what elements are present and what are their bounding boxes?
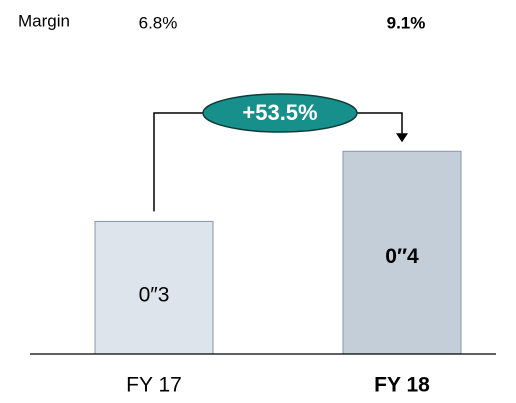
bar-value-label: 0″3: [139, 283, 170, 306]
margin-value: 9.1%: [387, 13, 426, 32]
margin-value: 6.8%: [139, 13, 178, 32]
growth-badge: [202, 93, 358, 133]
bar: [342, 150, 462, 355]
margin-label: Margin: [18, 11, 70, 30]
bar-value-label: 0″4: [385, 245, 419, 268]
x-tick-label: FY 17: [126, 374, 182, 397]
x-tick-label: FY 18: [374, 374, 430, 397]
bar: [94, 220, 214, 355]
arrow-head: [396, 133, 408, 143]
growth-label: +53.5%: [242, 100, 317, 125]
